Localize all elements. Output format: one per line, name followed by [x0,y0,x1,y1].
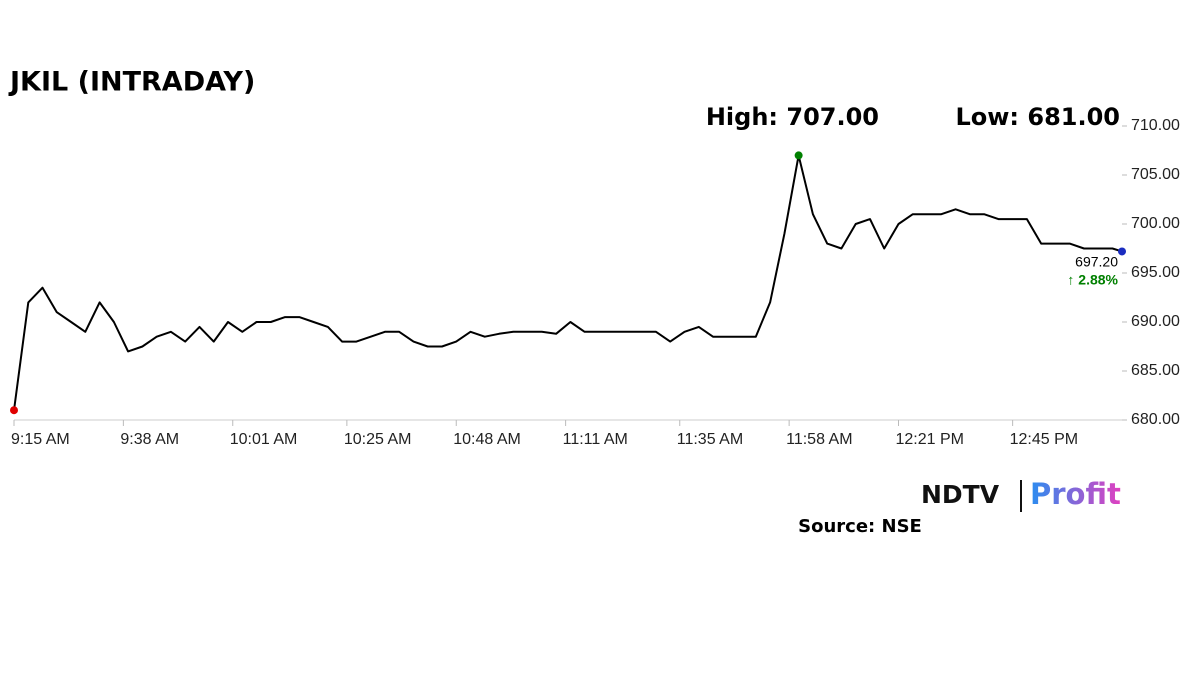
x-tick-label: 11:58 AM [786,431,852,448]
last-label: 697.20 [1075,254,1118,270]
x-tick-label: 12:21 PM [895,431,963,448]
y-tick-label: 700.00 [1131,215,1180,232]
y-tick-label: 695.00 [1131,264,1180,281]
y-tick-label: 710.00 [1131,117,1180,134]
last-dot [1118,247,1126,256]
price-line [13,154,1123,411]
low-label: Low: 681.00 [955,103,1120,131]
chart-title: JKIL (INTRADAY) [8,67,255,98]
low-dot [10,406,18,415]
x-tick-label: 9:38 AM [120,431,179,448]
x-tick-label: 11:11 AM [563,431,628,448]
logo-brand: NDTV [921,480,1000,509]
x-tick-label: 12:45 PM [1010,431,1078,448]
y-tick-label: 680.00 [1131,411,1180,428]
high-label: High: 707.00 [706,103,879,131]
x-tick-label: 10:01 AM [230,431,298,448]
x-tick-label: 11:35 AM [677,431,743,448]
y-tick-label: 685.00 [1131,362,1180,379]
x-tick-label: 10:25 AM [344,431,412,448]
change-label: ↑ 2.88% [1067,272,1118,288]
high-dot [794,151,803,160]
logo-product: Profit [1030,477,1121,511]
y-tick-label: 705.00 [1131,166,1180,183]
x-tick-label: 9:15 AM [11,431,70,448]
source: Source: NSE [798,516,922,537]
x-tick-label: 10:48 AM [453,431,521,448]
y-tick-label: 690.00 [1131,313,1180,330]
